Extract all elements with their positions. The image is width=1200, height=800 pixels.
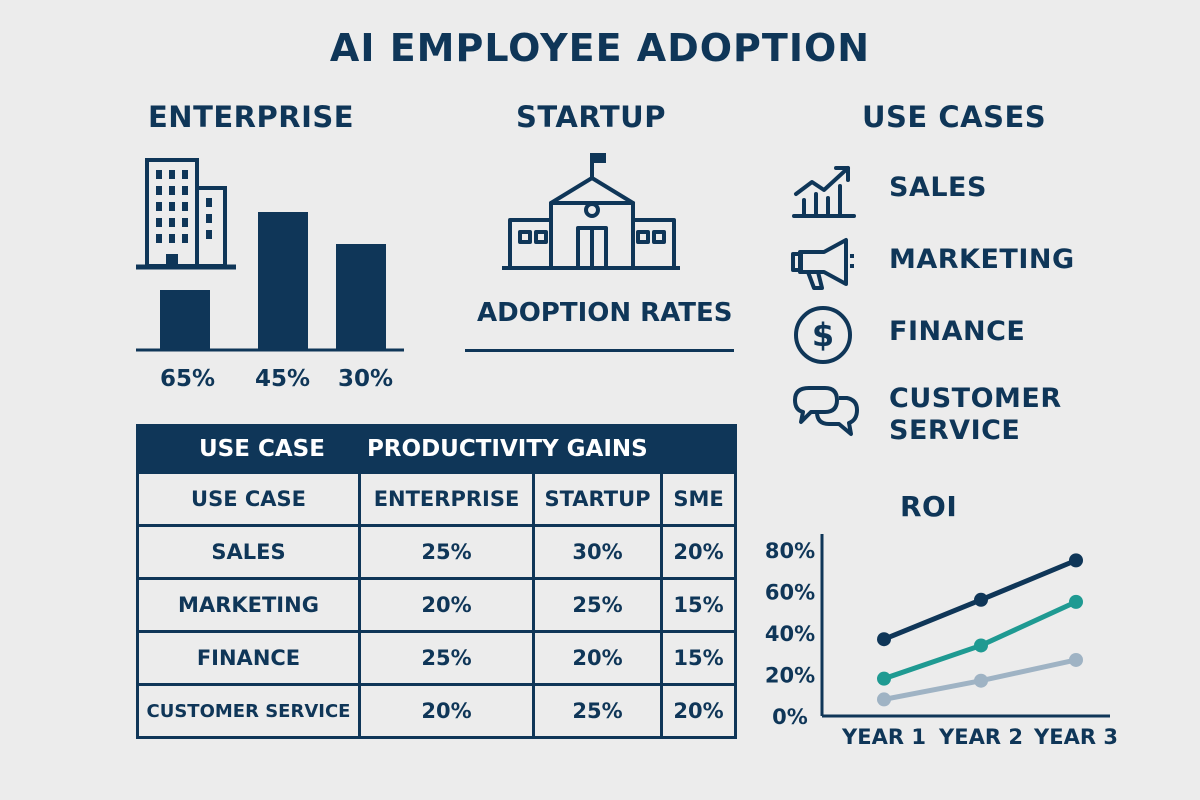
column-header: SME (659, 471, 738, 527)
table-row: FINANCE 25% 20% 15% (136, 630, 738, 686)
table-header-bar: USE CASE PRODUCTIVITY GAINS (135, 424, 738, 474)
x-tick-label: YEAR 1 (841, 725, 926, 749)
roi-data-point (1069, 594, 1083, 609)
use-case-sales: SALES (889, 172, 987, 203)
roi-data-point (1069, 652, 1083, 667)
school-building-icon (502, 153, 680, 270)
table-cell: SALES (136, 524, 361, 580)
use-case-finance: FINANCE (889, 316, 1026, 347)
roi-data-point (1069, 553, 1083, 568)
bar-value-label: 65% (160, 366, 216, 392)
page-title: AI EMPLOYEE ADOPTION (329, 26, 871, 70)
y-tick-label: 60% (765, 581, 815, 605)
roi-data-point (877, 671, 891, 686)
table-cell: 25% (532, 683, 663, 739)
office-building-icon (136, 158, 236, 270)
startup-heading: STARTUP (516, 100, 666, 134)
table-cell: 20% (358, 683, 535, 739)
bar-value-label: 45% (255, 366, 311, 392)
y-tick-label: 20% (765, 664, 815, 688)
table-cell: 20% (358, 577, 535, 633)
megaphone-icon (791, 238, 854, 290)
enterprise-bar-chart (136, 158, 404, 352)
table-cell: 20% (659, 683, 738, 739)
adoption-rates-subheading: ADOPTION RATES (477, 298, 733, 328)
roi-data-point (974, 673, 988, 688)
column-header: ENTERPRISE (358, 471, 535, 527)
table-cell: FINANCE (136, 630, 361, 686)
y-tick-label: 0% (772, 705, 808, 729)
use-case-customer-service-line1: CUSTOMER (889, 383, 1062, 414)
table-cell: MARKETING (136, 577, 361, 633)
roi-line-chart: 0% 20% 40% 60% 80% YEAR 1 YEAR 2 YEAR 3 (765, 534, 1118, 749)
table-cell: 15% (659, 630, 738, 686)
table-cell: 20% (532, 630, 663, 686)
column-header: STARTUP (532, 471, 663, 527)
roi-data-point (877, 692, 891, 707)
chat-bubbles-icon (793, 386, 859, 436)
y-tick-label: 40% (765, 622, 815, 646)
column-header: USE CASE (136, 471, 361, 527)
growth-chart-icon (792, 166, 856, 218)
table-cell: 25% (358, 524, 535, 580)
table-title: USE CASE PRODUCTIVITY GAINS (135, 424, 738, 474)
use-case-customer-service-line2: SERVICE (889, 415, 1021, 446)
table-cell: 20% (659, 524, 738, 580)
enterprise-heading: ENTERPRISE (148, 100, 355, 134)
use-case-marketing: MARKETING (889, 244, 1075, 275)
bar-value-label: 30% (338, 366, 394, 392)
use-case-customer-service: CUSTOMER SERVICE (889, 383, 1062, 447)
adoption-bar (258, 212, 308, 350)
table-header-right: PRODUCTIVITY GAINS (366, 436, 648, 462)
table-row: MARKETING 20% 25% 15% (136, 577, 738, 633)
roi-data-point (974, 592, 988, 607)
roi-data-point (877, 632, 891, 647)
use-cases-heading: USE CASES (862, 100, 1047, 134)
table-row: SALES 25% 30% 20% (136, 524, 738, 580)
roi-data-point (974, 638, 988, 653)
adoption-bar (160, 290, 210, 350)
table-cell: CUSTOMER SERVICE (136, 683, 361, 739)
dollar-icon: $ (794, 306, 852, 364)
table-cell: 15% (659, 577, 738, 633)
y-tick-label: 80% (765, 539, 815, 563)
table-cell: 30% (532, 524, 663, 580)
roi-title: ROI (900, 490, 958, 523)
table-column-headers: USE CASE ENTERPRISE STARTUP SME (136, 471, 738, 527)
x-tick-label: YEAR 3 (1033, 725, 1118, 749)
table-cell: 25% (358, 630, 535, 686)
divider (465, 349, 734, 352)
table-header-left: USE CASE (199, 436, 325, 462)
adoption-bar (336, 244, 386, 350)
table-cell: 25% (532, 577, 663, 633)
x-tick-label: YEAR 2 (938, 725, 1023, 749)
svg-text:$: $ (812, 316, 834, 354)
productivity-gains-table: USE CASE PRODUCTIVITY GAINS USE CASE ENT… (135, 424, 738, 739)
table-row: CUSTOMER SERVICE 20% 25% 20% (136, 683, 738, 739)
